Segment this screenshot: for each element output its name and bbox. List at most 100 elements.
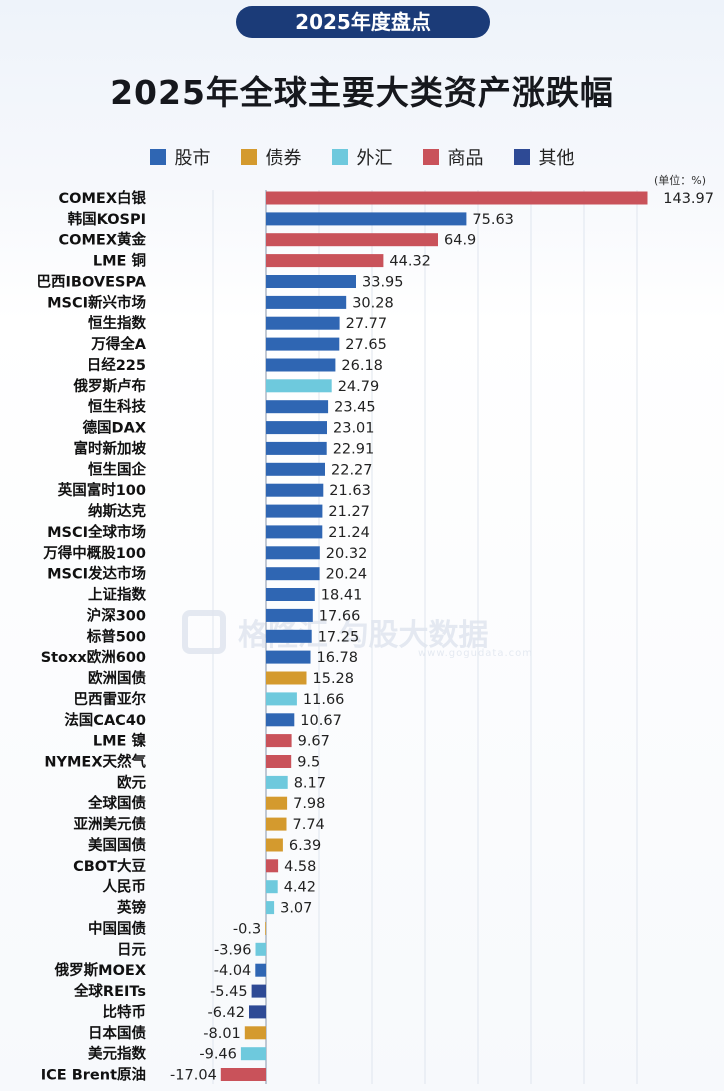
- value-label-17: 20.32: [326, 546, 368, 562]
- legend-item-fx: 外汇: [331, 144, 393, 170]
- value-label-2: 64.9: [444, 233, 476, 249]
- category-label-38: 全球REITs: [73, 982, 146, 1000]
- category-label-21: 标普500: [86, 627, 146, 645]
- bar-18: [266, 567, 320, 581]
- category-label-24: 巴西雷亚尔: [74, 690, 147, 708]
- category-label-36: 日元: [117, 941, 146, 958]
- value-label-26: 9.67: [298, 734, 330, 750]
- value-label-4: 33.95: [362, 275, 404, 291]
- value-label-42: -17.04: [170, 1068, 217, 1084]
- bar-22: [266, 650, 311, 664]
- category-label-5: MSCI新兴市场: [47, 293, 146, 311]
- value-label-35: -0.3: [233, 922, 261, 938]
- bar-29: [266, 796, 288, 810]
- category-label-22: Stoxx欧洲600: [41, 648, 146, 666]
- value-label-18: 20.24: [326, 567, 368, 583]
- category-label-23: 欧洲国债: [88, 669, 146, 687]
- value-label-31: 6.39: [289, 838, 321, 854]
- legend-swatch-other: [513, 149, 530, 165]
- value-label-34: 3.07: [280, 901, 312, 917]
- legend-label-bond: 债券: [265, 148, 302, 169]
- value-label-23: 15.28: [313, 671, 355, 687]
- value-label-29: 7.98: [293, 796, 325, 812]
- value-label-24: 11.66: [303, 692, 345, 708]
- value-label-7: 27.65: [345, 337, 387, 353]
- legend-item-other: 其他: [513, 144, 575, 170]
- value-label-39: -6.42: [207, 1005, 245, 1021]
- bar-42: [220, 1068, 266, 1081]
- category-label-3: LME 铜: [93, 252, 146, 270]
- value-label-38: -5.45: [210, 984, 248, 1000]
- bar-33: [266, 880, 278, 894]
- legend-label-fx: 外汇: [356, 148, 393, 169]
- legend-label-commodity: 商品: [447, 148, 484, 169]
- category-label-33: 人民币: [103, 879, 147, 896]
- bar-8: [266, 358, 336, 372]
- category-label-0: COMEX白银: [59, 189, 147, 207]
- year-review-badge: 2025年度盘点: [236, 6, 490, 38]
- category-label-35: 中国国债: [88, 920, 146, 938]
- value-label-25: 10.67: [300, 713, 342, 729]
- chart-legend: 股市 债券 外汇 商品 其他: [0, 144, 724, 170]
- value-label-6: 27.77: [346, 316, 388, 332]
- bar-27: [266, 755, 292, 768]
- category-label-2: COMEX黄金: [59, 231, 147, 249]
- bar-20: [266, 608, 313, 622]
- bar-25: [266, 713, 295, 727]
- category-label-15: 纳斯达克: [88, 502, 146, 520]
- category-label-18: MSCI发达市场: [47, 565, 146, 583]
- bar-28: [266, 775, 288, 789]
- value-label-13: 22.27: [331, 462, 373, 478]
- value-label-1: 75.63: [472, 212, 514, 228]
- bar-13: [266, 462, 325, 476]
- category-label-40: 日本国债: [88, 1024, 146, 1042]
- bar-26: [266, 734, 292, 748]
- category-label-27: NYMEX天然气: [44, 753, 146, 771]
- category-label-32: CBOT大豆: [73, 857, 146, 875]
- category-label-6: 恒生指数: [88, 314, 146, 332]
- bar-14: [266, 483, 324, 497]
- category-label-12: 富时新加坡: [74, 439, 147, 457]
- bar-3: [266, 254, 384, 268]
- bar-4: [266, 275, 356, 288]
- value-label-15: 21.27: [328, 504, 370, 520]
- bar-19: [266, 588, 315, 601]
- value-label-16: 21.24: [328, 525, 370, 541]
- category-label-17: 万得中概股100: [42, 544, 146, 562]
- bar-9: [266, 379, 332, 393]
- bar-35: [265, 922, 266, 935]
- category-label-13: 恒生国企: [88, 460, 146, 478]
- value-label-40: -8.01: [203, 1026, 241, 1042]
- value-label-3: 44.32: [389, 254, 431, 270]
- bar-1: [266, 212, 467, 226]
- category-label-25: 法国CAC40: [64, 711, 146, 729]
- category-label-31: 美国国债: [88, 836, 146, 854]
- value-label-20: 17.66: [319, 608, 361, 624]
- value-label-21: 17.25: [318, 629, 360, 645]
- bar-40: [244, 1026, 266, 1040]
- unit-label: (单位：%): [654, 174, 707, 187]
- value-label-37: -4.04: [214, 963, 252, 979]
- bar-5: [266, 295, 347, 309]
- legend-label-stock: 股市: [174, 148, 211, 169]
- value-label-9: 24.79: [338, 379, 380, 395]
- value-label-11: 23.01: [333, 421, 375, 437]
- value-label-0: 143.97: [663, 191, 714, 207]
- value-label-10: 23.45: [334, 400, 376, 416]
- category-label-29: 全球国债: [87, 794, 146, 812]
- category-label-4: 巴西IBOVESPA: [37, 274, 147, 291]
- legend-item-bond: 债券: [240, 144, 302, 170]
- category-label-28: 欧元: [117, 773, 146, 791]
- category-label-20: 沪深300: [87, 606, 146, 624]
- value-label-27: 9.5: [297, 755, 320, 771]
- bar-7: [266, 337, 340, 351]
- bar-24: [266, 692, 297, 706]
- bar-23: [266, 671, 307, 685]
- category-label-19: 上证指数: [88, 586, 146, 604]
- category-label-34: 英镑: [117, 899, 146, 917]
- bar-38: [251, 984, 266, 998]
- legend-swatch-fx: [331, 149, 348, 165]
- category-label-41: 美元指数: [88, 1045, 146, 1063]
- bar-0: [266, 191, 648, 205]
